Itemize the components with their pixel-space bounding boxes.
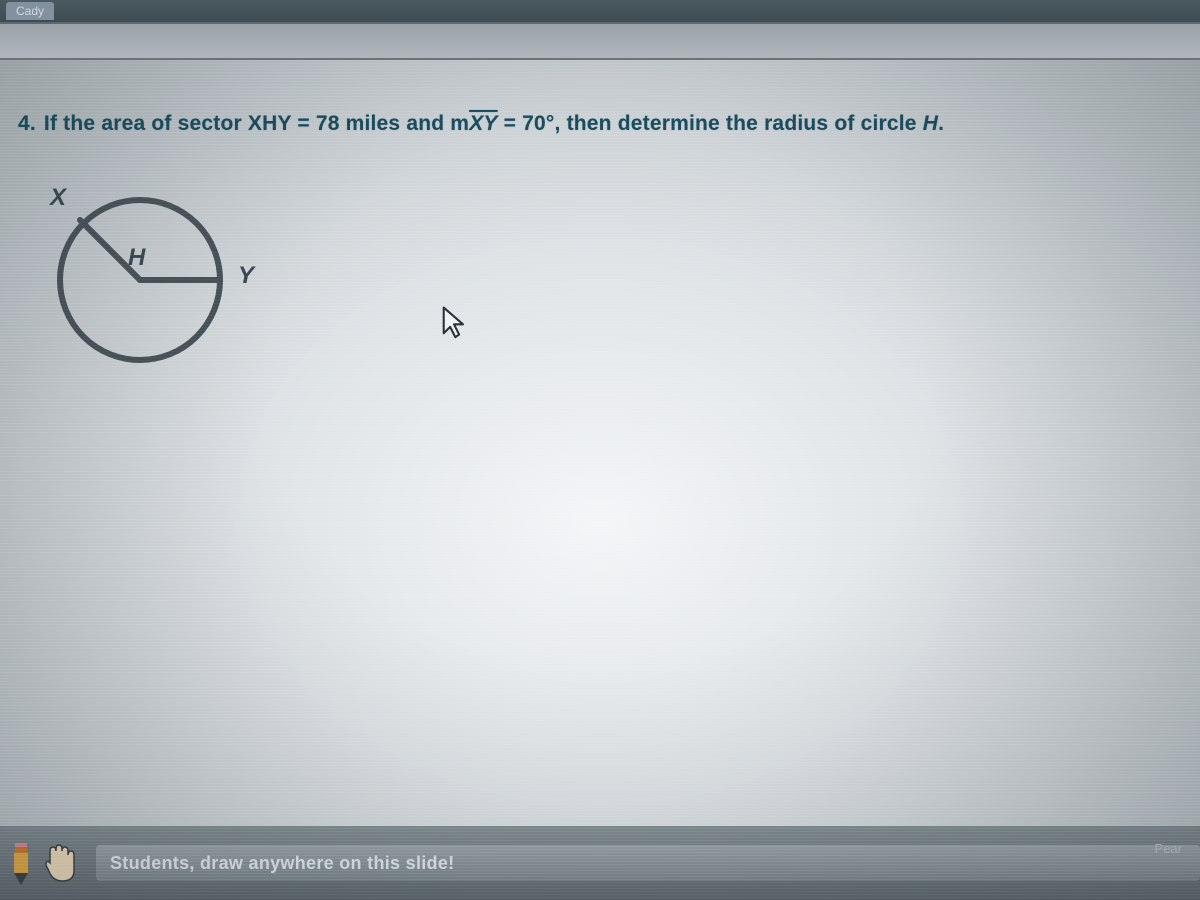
arc-xy: XY [469,112,497,135]
circle-name: H [923,112,938,135]
bottom-toolbar: Students, draw anywhere on this slide! [0,826,1200,900]
question-post: = 70°, then determine the radius of circ… [498,112,923,135]
browser-tab-strip: Cady [0,0,1200,24]
point-label-y: Y [238,262,254,290]
top-toolbar [0,24,1200,60]
bottom-tool-icons [0,839,82,887]
pencil-tool-icon[interactable] [6,839,36,887]
question-number: 4. [18,112,36,136]
draw-prompt-bar[interactable]: Students, draw anywhere on this slide! [96,845,1200,881]
cursor-icon [440,305,468,341]
question-body: If the area of sector XHY = 78 miles and… [44,112,944,136]
browser-tab[interactable]: Cady [6,2,54,20]
hand-tool-icon[interactable] [38,839,82,887]
question-pre: If the area of sector XHY = 78 miles and… [44,112,469,135]
tab-label: Cady [16,4,44,18]
circle-svg [40,180,240,380]
question-tail: . [938,112,944,135]
slide-canvas[interactable]: 4. If the area of sector XHY = 78 miles … [0,60,1200,900]
draw-prompt-text: Students, draw anywhere on this slide! [110,853,454,874]
question-text-row: 4. If the area of sector XHY = 78 miles … [18,112,1182,136]
circle-diagram: X H Y [40,180,240,380]
center-label-h: H [128,244,145,272]
brand-watermark: Pear [1155,841,1182,856]
point-label-x: X [50,184,66,212]
